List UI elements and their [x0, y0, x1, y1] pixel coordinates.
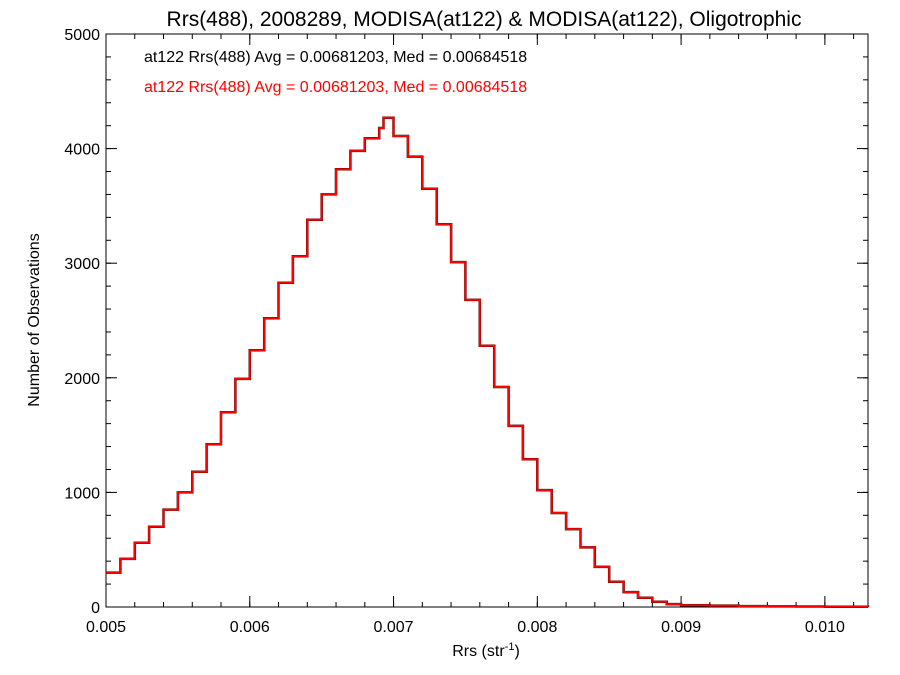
x-axis-label-main: Rrs (str — [452, 643, 505, 660]
x-tick-label: 0.007 — [374, 619, 414, 636]
x-tick-label: 0.009 — [661, 619, 701, 636]
plot-area: 0.005 0.006 0.007 0.008 0.009 0.010 0 1000 2000 3… — [64, 27, 870, 636]
x-axis-label-suffix: ) — [514, 643, 519, 660]
y-tick-label: 4000 — [64, 142, 100, 159]
x-tick-label: 0.010 — [805, 619, 845, 636]
x-tick-label: 0.006 — [230, 619, 270, 636]
plot-frame — [105, 33, 869, 608]
y-axis-label: Number of Observations — [26, 233, 43, 406]
x-axis-label-sup: -1 — [505, 641, 515, 653]
x-axis-label: Rrs (str-1) — [452, 641, 520, 660]
y-tick-label: 5000 — [64, 27, 100, 44]
y-tick-label: 3000 — [64, 256, 100, 273]
y-tick-label: 1000 — [64, 485, 100, 502]
y-tick-label: 2000 — [64, 371, 100, 388]
annotation-black: at122 Rrs(488) Avg = 0.00681203, Med = 0… — [144, 49, 527, 66]
histogram-series-1 — [106, 116, 870, 608]
y-tick-label: 0 — [91, 600, 100, 617]
annotation-red: at122 Rrs(488) Avg = 0.00681203, Med = 0… — [144, 79, 527, 96]
x-tick-label: 0.008 — [517, 619, 557, 636]
x-tick-label: 0.005 — [86, 619, 126, 636]
chart-title: Rrs(488), 2008289, MODISA(at122) & MODIS… — [167, 8, 802, 31]
histogram-series-2 — [106, 116, 869, 608]
